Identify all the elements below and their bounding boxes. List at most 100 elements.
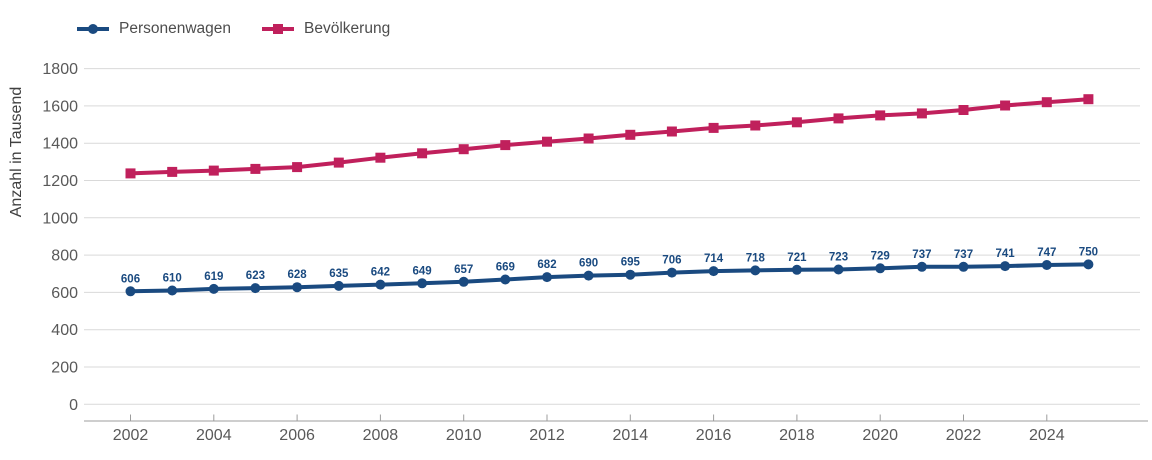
data-point-personenwagen xyxy=(292,282,303,293)
y-axis-title: Anzahl in Tausend xyxy=(8,87,25,217)
data-label-personenwagen: 669 xyxy=(496,262,515,274)
data-point-personenwagen xyxy=(500,274,511,285)
data-point-personenwagen xyxy=(625,269,636,280)
data-point-bevlkerung xyxy=(1000,100,1011,111)
data-point-bevlkerung xyxy=(708,122,719,133)
data-point-bevlkerung xyxy=(458,144,469,155)
data-point-bevlkerung xyxy=(1083,94,1094,105)
data-point-bevlkerung xyxy=(417,148,428,159)
legend-label-personenwagen: Personenwagen xyxy=(119,20,232,37)
series-line-personenwagen xyxy=(130,262,1089,294)
x-tick-label: 2020 xyxy=(862,427,898,444)
y-tick-label: 1000 xyxy=(42,210,78,227)
legend-marker-svg xyxy=(77,24,109,34)
data-point-personenwagen xyxy=(916,261,927,272)
legend-item-bevoelkerung[interactable]: Bevölkerung xyxy=(261,20,390,38)
data-point-bevlkerung xyxy=(500,140,511,151)
x-tick-label: 2004 xyxy=(196,427,232,444)
data-label-personenwagen: 606 xyxy=(121,273,140,285)
data-point-personenwagen xyxy=(791,264,802,275)
data-point-personenwagen xyxy=(208,283,219,294)
x-tick-label: 2018 xyxy=(779,427,815,444)
x-tick-label: 2008 xyxy=(363,427,399,444)
data-point-bevlkerung xyxy=(167,166,178,177)
data-point-personenwagen xyxy=(333,280,344,291)
data-label-personenwagen: 657 xyxy=(454,264,473,276)
data-label-personenwagen: 682 xyxy=(537,259,556,271)
data-label-personenwagen: 649 xyxy=(413,265,432,277)
data-point-personenwagen xyxy=(375,279,386,290)
data-point-bevlkerung xyxy=(375,152,386,163)
data-point-personenwagen xyxy=(1083,259,1094,270)
legend-label-bevoelkerung: Bevölkerung xyxy=(304,20,391,37)
y-tick-label: 200 xyxy=(51,360,78,377)
series-line-bevlkerung xyxy=(130,97,1089,176)
data-point-personenwagen xyxy=(833,264,844,275)
legend-marker-shape xyxy=(88,24,98,34)
data-point-personenwagen xyxy=(250,283,261,294)
data-label-personenwagen: 750 xyxy=(1079,246,1098,258)
data-label-personenwagen: 695 xyxy=(621,257,641,269)
data-point-bevlkerung xyxy=(625,129,636,140)
legend-marker-svg xyxy=(262,24,295,34)
x-tick-label: 2016 xyxy=(696,427,732,444)
data-point-bevlkerung xyxy=(750,120,761,131)
y-tick-label: 800 xyxy=(51,248,78,265)
x-tick-label: 2006 xyxy=(279,427,315,444)
data-label-personenwagen: 623 xyxy=(246,270,265,282)
data-point-personenwagen xyxy=(458,276,469,287)
x-tick-label: 2012 xyxy=(529,427,565,444)
x-tick-label: 2002 xyxy=(113,427,149,444)
data-label-personenwagen: 628 xyxy=(288,269,308,281)
data-point-bevlkerung xyxy=(875,110,886,121)
y-tick-label: 1200 xyxy=(42,173,78,190)
data-point-personenwagen xyxy=(1000,261,1011,272)
data-label-personenwagen: 642 xyxy=(371,267,390,279)
data-label-personenwagen: 690 xyxy=(579,258,598,270)
data-point-bevlkerung xyxy=(583,133,594,144)
data-point-bevlkerung xyxy=(292,162,303,173)
data-label-personenwagen: 610 xyxy=(163,273,182,285)
data-point-bevlkerung xyxy=(958,105,969,115)
data-label-personenwagen: 737 xyxy=(954,249,973,261)
data-label-personenwagen: 635 xyxy=(329,268,349,280)
data-point-personenwagen xyxy=(875,263,886,274)
data-point-bevlkerung xyxy=(833,113,844,124)
legend-marker-shape xyxy=(273,24,284,34)
data-label-personenwagen: 714 xyxy=(704,253,724,265)
data-point-personenwagen xyxy=(666,267,677,278)
x-tick-label: 2014 xyxy=(613,427,649,444)
y-tick-label: 1400 xyxy=(42,136,78,153)
bevoelkerung-series-marker-icon xyxy=(261,23,295,35)
x-tick-label: 2022 xyxy=(946,427,982,444)
data-label-personenwagen: 747 xyxy=(1037,247,1056,259)
data-point-personenwagen xyxy=(417,278,428,289)
data-label-personenwagen: 737 xyxy=(912,249,931,261)
y-tick-label: 1800 xyxy=(42,61,78,78)
x-tick-label: 2024 xyxy=(1029,427,1065,444)
legend: Personenwagen Bevölkerung xyxy=(76,20,390,38)
personenwagen-series-marker-icon xyxy=(76,23,110,35)
data-point-personenwagen xyxy=(1041,260,1052,270)
data-point-bevlkerung xyxy=(1041,97,1052,108)
data-point-personenwagen xyxy=(750,265,761,276)
data-point-personenwagen xyxy=(542,272,552,283)
data-label-personenwagen: 706 xyxy=(662,255,681,267)
data-point-personenwagen xyxy=(125,286,136,297)
y-tick-label: 600 xyxy=(51,285,78,302)
data-point-bevlkerung xyxy=(791,117,802,128)
data-label-personenwagen: 619 xyxy=(204,271,223,283)
data-point-personenwagen xyxy=(167,285,178,296)
x-tick-label: 2010 xyxy=(446,427,482,444)
data-label-personenwagen: 729 xyxy=(871,250,890,262)
data-label-personenwagen: 721 xyxy=(787,252,807,264)
data-point-bevlkerung xyxy=(333,157,344,168)
legend-item-personenwagen[interactable]: Personenwagen xyxy=(76,20,231,38)
data-label-personenwagen: 741 xyxy=(996,248,1016,260)
data-label-personenwagen: 718 xyxy=(746,252,766,264)
y-tick-label: 1600 xyxy=(42,98,78,115)
data-point-bevlkerung xyxy=(250,163,261,174)
